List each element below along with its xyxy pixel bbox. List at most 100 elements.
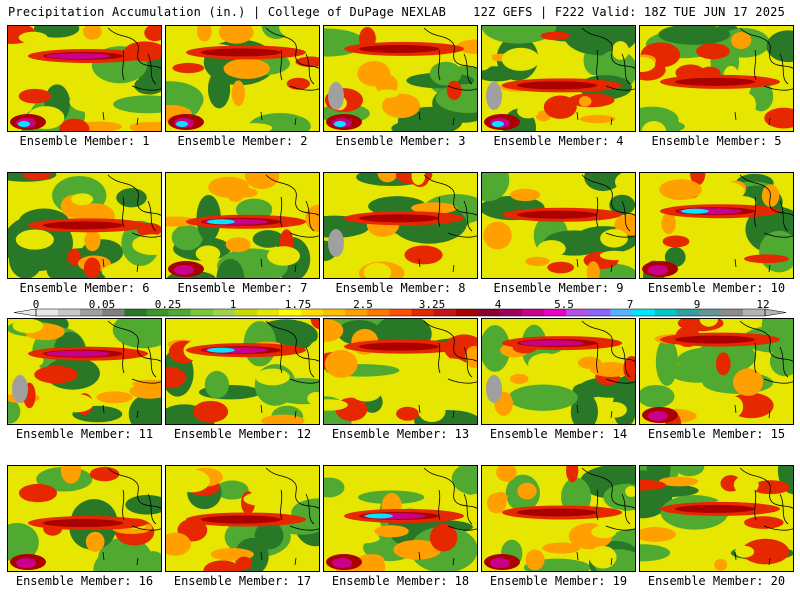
precip-band-heavy [517,508,597,517]
precip-area-moderate [711,189,729,208]
precip-area-moderate [662,235,690,248]
precip-area-moderate [34,365,78,384]
state-boundary-marks [260,404,297,419]
chart-title: Precipitation Accumulation (in.) | Colle… [8,5,447,19]
precip-area-moderate [132,234,161,255]
precip-map-3 [324,26,477,131]
ensemble-panel-13 [323,318,478,425]
precip-area-moderate [641,121,667,131]
precip-map-18 [324,466,477,571]
precip-map-17 [166,466,319,571]
precip-area-moderate [67,248,81,266]
state-boundary-marks [260,258,297,273]
precip-area-moderate [579,114,616,124]
great-lakes-outline [107,27,161,91]
state-boundary-marks [260,111,297,126]
precip-area-light [113,95,161,114]
precip-area-moderate [623,355,635,382]
colorbar-segment [168,309,192,316]
precip-map-16 [8,466,161,571]
precip-map-10 [640,173,793,278]
precip-area-light [482,26,557,44]
precip-area-moderate [286,77,311,90]
precip-area-moderate [743,254,790,264]
precip-area-moderate [324,319,344,342]
ensemble-panel-19 [481,465,636,572]
precip-area-moderate [83,26,102,40]
precip-map-11 [8,319,161,424]
precip-area-moderate [185,548,208,563]
ensemble-member-label-4: Ensemble Member: 4 [493,134,624,148]
state-boundary-marks [576,258,613,273]
precip-area-light [482,325,511,372]
precip-band-heavy [207,219,235,225]
ensemble-member-label-19: Ensemble Member: 19 [489,574,628,588]
precip-band-heavy [207,347,235,353]
ensemble-panel-11 [7,318,162,425]
ensemble-member-label-1: Ensemble Member: 1 [19,134,150,148]
ensemble-panel-5 [639,25,794,132]
precip-area-moderate [696,43,730,60]
state-boundary-marks [418,258,455,273]
ensemble-panel-1 [7,25,162,132]
precip-area-moderate [12,319,44,334]
great-lakes-outline [265,27,319,91]
precip-area-moderate [547,261,575,274]
state-boundary-marks [418,551,455,566]
ensemble-panel-7 [165,172,320,279]
ensemble-member-label-7: Ensemble Member: 7 [177,281,308,295]
colorbar-tick-label: 4 [494,298,502,311]
precip-area-moderate [374,525,409,538]
great-lakes-outline [739,27,793,91]
precip-area-light [482,173,510,202]
precip-area-moderate [612,41,629,60]
precip-area-moderate [542,542,581,554]
ensemble-panel-8 [323,172,478,279]
colorbar-segment [698,309,722,316]
precip-area-moderate [18,483,58,503]
precip-map-13 [324,319,477,424]
great-lakes-outline [739,467,793,531]
precip-area-moderate [60,466,81,484]
ensemble-panel-4 [481,25,636,132]
precip-area-light [451,466,477,496]
precip-spot-heavy [648,265,668,275]
colorbar-tick-label: 1.75 [284,298,312,311]
colorbar-tick-label: 7 [626,298,634,311]
ensemble-member-label-20: Ensemble Member: 20 [647,574,786,588]
precip-area-moderate [586,261,600,278]
great-lakes-outline [581,27,635,91]
precip-area-moderate [528,353,563,376]
precip-area-moderate [283,91,319,105]
ensemble-member-label-13: Ensemble Member: 13 [331,427,470,441]
precip-area-moderate [661,212,676,235]
colorbar-segment [433,309,457,316]
precip-area-moderate [225,237,251,253]
precip-area-moderate [255,368,290,386]
precip-area-moderate [324,190,348,212]
precip-area-very-light [328,82,344,110]
precip-area-moderate [396,406,420,421]
colorbar-segment [389,309,413,316]
great-lakes-outline [581,320,635,384]
precip-area-light [112,319,161,349]
ensemble-member-label-10: Ensemble Member: 10 [647,281,786,295]
precip-area-moderate [540,31,571,41]
precip-area-moderate [89,466,120,482]
precip-area-moderate [640,479,666,491]
precip-area-moderate [743,516,784,529]
colorbar-tick-label: 0.25 [154,298,182,311]
precip-area-moderate [572,324,592,336]
precip-map-4 [482,26,635,131]
ensemble-member-label-5: Ensemble Member: 5 [651,134,782,148]
precip-band-heavy [517,81,597,90]
colorbar-segment [190,309,214,316]
precip-area-moderate [625,486,635,497]
precip-area-moderate [83,257,101,278]
precip-area-moderate [640,56,656,73]
precip-area-moderate [509,373,529,384]
precip-area-moderate [501,47,540,71]
ensemble-member-label-15: Ensemble Member: 15 [647,427,786,441]
precip-area-moderate [192,400,229,423]
ensemble-panel-9 [481,172,636,279]
